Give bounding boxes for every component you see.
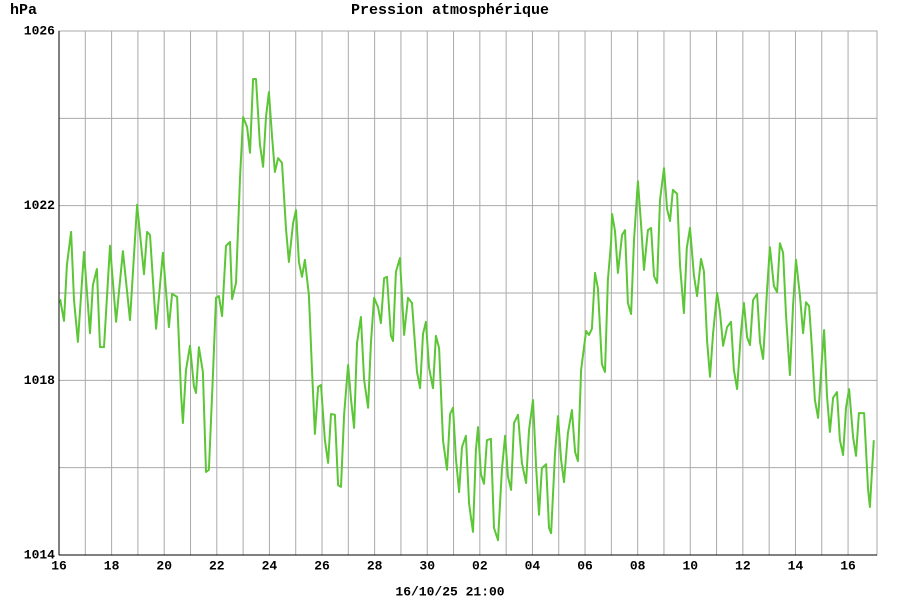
y-tick-label: 1026 [24, 23, 55, 38]
x-tick-label: 30 [419, 558, 435, 573]
x-tick-label: 12 [735, 558, 751, 573]
x-tick-label: 26 [314, 558, 330, 573]
x-tick-label: 02 [472, 558, 488, 573]
x-tick-label: 08 [630, 558, 646, 573]
x-tick-label: 10 [682, 558, 698, 573]
x-tick-label: 14 [788, 558, 804, 573]
x-tick-label: 06 [577, 558, 593, 573]
data-line [59, 78, 875, 542]
x-tick-label: 16 [840, 558, 856, 573]
x-tick-label: 20 [156, 558, 172, 573]
x-axis-label: 16/10/25 21:00 [395, 584, 504, 599]
x-tick-label: 16 [51, 558, 67, 573]
y-axis-label: hPa [10, 2, 37, 19]
x-tick-label: 04 [525, 558, 541, 573]
x-tick-label: 28 [367, 558, 383, 573]
y-tick-label: 1018 [24, 373, 55, 388]
chart-title: Pression atmosphérique [351, 2, 549, 19]
x-tick-label: 18 [104, 558, 120, 573]
x-tick-label: 24 [262, 558, 278, 573]
y-tick-label: 1022 [24, 198, 55, 213]
y-tick-label: 1014 [24, 547, 55, 562]
x-tick-label: 22 [209, 558, 225, 573]
